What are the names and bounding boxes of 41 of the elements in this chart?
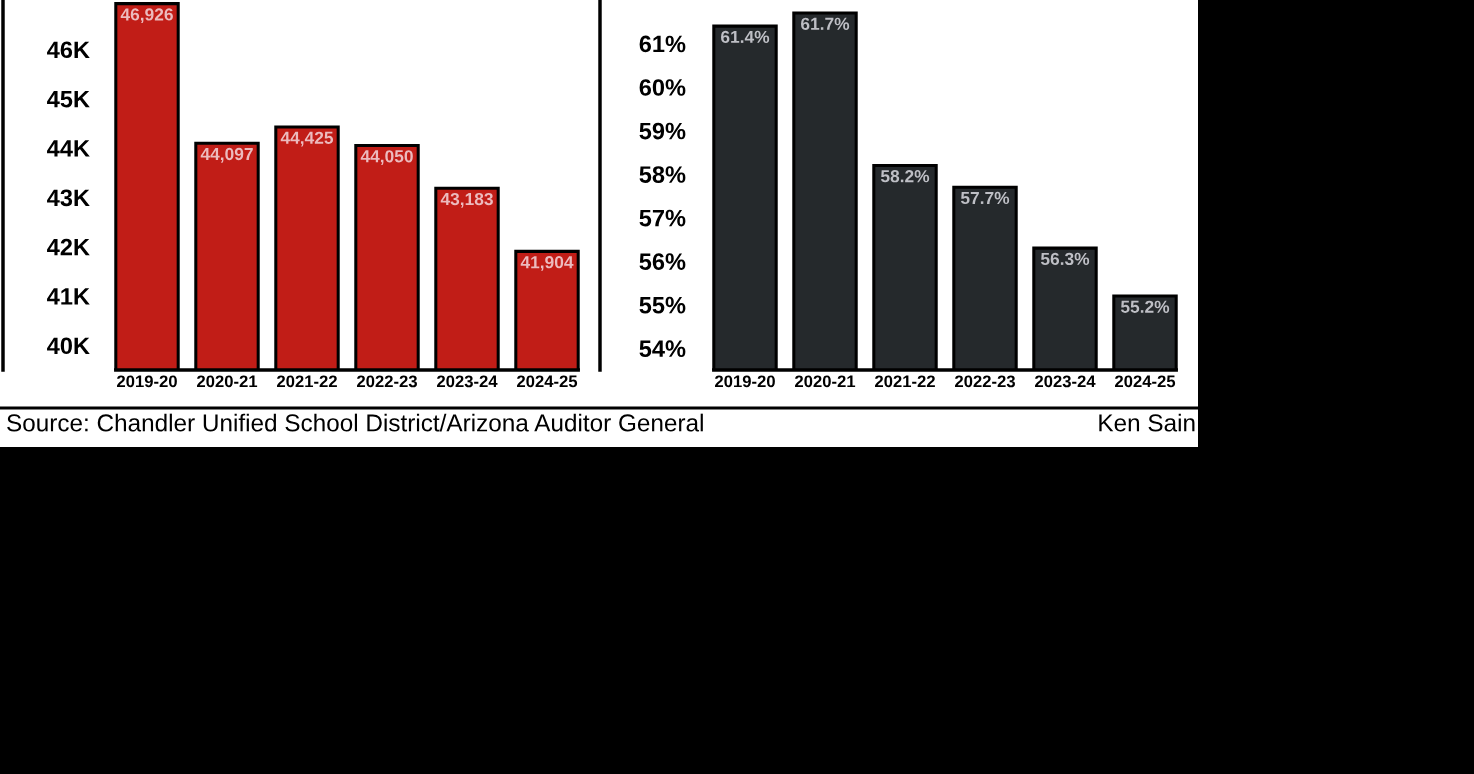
x-tick-label: 2024-25 [517,375,578,388]
data-label: 44,097 [200,147,253,163]
x-tick-label: 2020-21 [197,375,258,388]
data-label: 41,904 [520,256,574,271]
data-label: 55.2% [1120,300,1170,313]
data-label: 58.2% [880,170,930,183]
x-tick-label: 2022-23 [955,375,1015,388]
text: Ken Sain [1099,413,1195,432]
y-tick-label: 57% [639,209,686,227]
y-tick-label: 40K [47,337,90,355]
source-note: Source: Chandler Unified School District/Arizona Auditor General [7,413,703,432]
data-label: 61.7% [801,17,850,30]
x-tick-label: 2021-22 [875,375,935,388]
x-tick-label: 2022-23 [357,375,417,388]
x-tick-label: 2024-25 [1115,375,1176,388]
data-label: 57.7% [960,191,1010,205]
y-tick-label: 41K [47,288,90,305]
x-tick-label: 2023-24 [1035,375,1096,388]
y-tick-label: 54% [639,340,686,358]
data-label: 56.3% [1040,252,1090,266]
y-tick-label: 56% [639,253,686,270]
y-tick-label: 45K [47,90,90,108]
data-label: 44,425 [280,131,334,147]
y-tick-label: 43K [47,189,90,207]
x-tick-label: 2019-20 [715,375,775,388]
x-tick-label: 2023-24 [437,375,498,388]
y-tick-label: 61% [639,35,686,53]
y-tick-label: 44K [47,140,90,157]
y-tick-label: 46K [47,41,90,59]
x-tick-label: 2021-22 [277,375,337,388]
y-tick-label: 55% [639,296,686,314]
x-tick-label: 2020-21 [795,375,856,388]
y-tick-label: 59% [639,122,686,140]
y-tick-label: 42K [47,238,90,256]
data-label: 44,050 [360,150,413,165]
y-tick-label: 60% [639,79,686,96]
data-label: 46,926 [120,8,173,24]
x-tick-label: 2019-20 [117,375,177,388]
data-label: 43,183 [440,192,493,208]
y-tick-label: 58% [639,166,686,183]
data-label: 61.4% [721,30,770,44]
